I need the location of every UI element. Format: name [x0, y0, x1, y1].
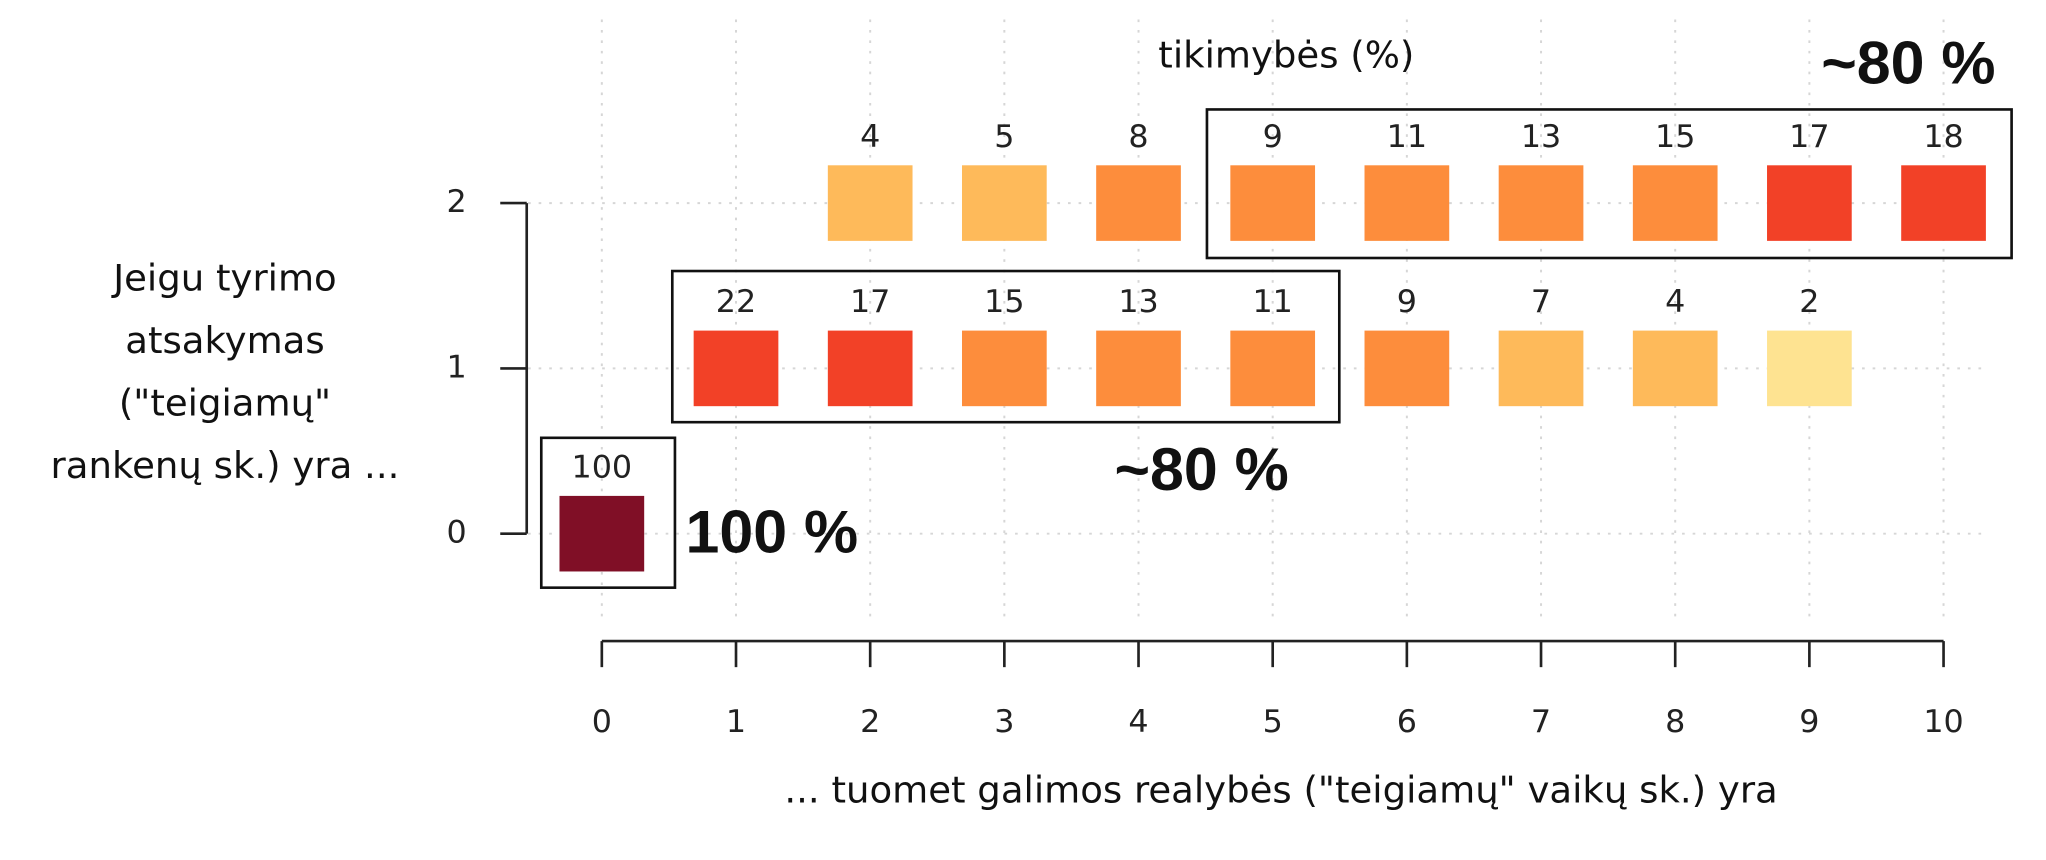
value-label: 22 [716, 284, 756, 320]
tile [827, 165, 913, 241]
group-box [1205, 108, 2013, 260]
group-box [539, 436, 677, 589]
tile [1230, 330, 1316, 407]
y-axis-label: ("teigiamų" [119, 382, 331, 425]
annotation: ~80 % [1115, 436, 1289, 503]
x-tick-label: 10 [1923, 704, 1963, 740]
x-tick-label: 0 [592, 704, 612, 740]
y-tick-label: 2 [446, 184, 466, 220]
value-label: 4 [860, 119, 880, 155]
y-axis-label: rankenų sk.) yra ... [51, 444, 400, 487]
value-label: 15 [1655, 119, 1695, 155]
value-label: 11 [1387, 119, 1427, 155]
value-label: 7 [1531, 284, 1551, 320]
tile [1767, 165, 1852, 241]
tile [1096, 330, 1181, 407]
tile [827, 330, 913, 407]
tile [559, 495, 645, 572]
tile [1498, 330, 1584, 407]
x-axis-label: ... tuomet galimos realybės ("teigiamų" … [784, 769, 1777, 812]
annotation: ~80 % [1821, 29, 1995, 96]
value-label: 100 [572, 450, 633, 486]
value-label: 5 [994, 119, 1014, 155]
value-label: 8 [1128, 119, 1148, 155]
x-tick-label: 3 [994, 704, 1014, 740]
tile [1632, 165, 1718, 241]
tile [1364, 330, 1450, 407]
y-tick-label: 1 [446, 350, 466, 386]
y-axis-label: atsakymas [125, 319, 324, 362]
x-tick-label: 4 [1128, 704, 1148, 740]
value-label: 4 [1665, 284, 1685, 320]
x-tick-label: 8 [1665, 704, 1685, 740]
value-label: 17 [850, 284, 890, 320]
value-label: 15 [984, 284, 1024, 320]
x-tick-label: 2 [860, 704, 880, 740]
x-tick-label: 6 [1397, 704, 1417, 740]
value-label: 9 [1397, 284, 1417, 320]
x-tick-label: 5 [1263, 704, 1283, 740]
tile [962, 330, 1047, 407]
value-label: 9 [1263, 119, 1283, 155]
tile [962, 165, 1047, 241]
y-axis-label: Jeigu tyrimo [111, 257, 337, 300]
x-tick-label: 9 [1799, 704, 1819, 740]
value-label: 17 [1789, 119, 1829, 155]
tile [1498, 165, 1584, 241]
tile [1901, 165, 1986, 241]
value-label: 11 [1252, 284, 1292, 320]
tile [1632, 330, 1718, 407]
value-label: 18 [1923, 119, 1963, 155]
y-tick-label: 0 [446, 515, 466, 551]
x-tick-label: 1 [726, 704, 746, 740]
value-label: 2 [1799, 284, 1819, 320]
group-box [670, 269, 1341, 424]
chart-title: tikimybės (%) [1158, 34, 1414, 77]
value-label: 13 [1118, 284, 1158, 320]
annotation: 100 % [686, 498, 859, 565]
tile [693, 330, 779, 407]
x-tick-label: 7 [1531, 704, 1551, 740]
value-label: 13 [1521, 119, 1561, 155]
tile [1364, 165, 1450, 241]
tile [1096, 165, 1181, 241]
tile [1230, 165, 1316, 241]
tile [1767, 330, 1852, 407]
